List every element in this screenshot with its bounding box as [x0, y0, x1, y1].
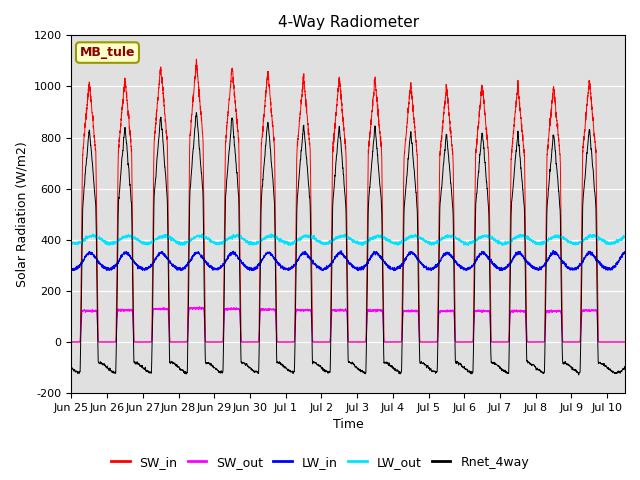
Rnet_4way	[68, 365, 76, 371]
LW_in	[541, 261, 549, 266]
SW_in	[527, 339, 535, 345]
SW_out	[527, 339, 535, 345]
Rnet_4way	[500, 368, 508, 373]
Rnet_4way	[527, 361, 535, 367]
Line: LW_out: LW_out	[72, 234, 625, 246]
LW_out	[399, 237, 406, 243]
Rnet_4way	[193, 110, 200, 116]
LW_out	[182, 240, 190, 246]
SW_out	[369, 307, 376, 312]
LW_in	[399, 262, 406, 268]
SW_in	[369, 103, 376, 109]
LW_out	[68, 239, 76, 244]
LW_in	[68, 265, 76, 271]
Line: SW_in: SW_in	[72, 59, 625, 342]
X-axis label: Time: Time	[333, 419, 364, 432]
SW_in	[500, 339, 508, 345]
Line: LW_in: LW_in	[72, 251, 625, 270]
Rnet_4way	[182, 371, 190, 377]
Y-axis label: Solar Radiation (W/m2): Solar Radiation (W/m2)	[15, 141, 28, 287]
LW_out	[527, 237, 535, 242]
Rnet_4way	[541, 307, 549, 312]
LW_in	[500, 265, 508, 271]
Text: MB_tule: MB_tule	[80, 46, 135, 59]
SW_out	[399, 324, 406, 330]
SW_in	[182, 339, 190, 345]
LW_out	[542, 239, 550, 244]
LW_out	[268, 231, 275, 237]
LW_in	[182, 263, 190, 268]
Line: Rnet_4way: Rnet_4way	[72, 113, 625, 375]
SW_out	[621, 339, 629, 345]
SW_out	[541, 319, 549, 324]
LW_out	[369, 236, 376, 242]
SW_in	[68, 339, 76, 345]
SW_in	[193, 56, 200, 62]
SW_out	[182, 339, 190, 345]
Legend: SW_in, SW_out, LW_in, LW_out, Rnet_4way: SW_in, SW_out, LW_in, LW_out, Rnet_4way	[106, 451, 534, 474]
LW_in	[69, 267, 77, 273]
LW_out	[500, 241, 508, 247]
LW_in	[621, 249, 629, 255]
Title: 4-Way Radiometer: 4-Way Radiometer	[278, 15, 419, 30]
Rnet_4way	[621, 367, 629, 372]
LW_out	[465, 243, 472, 249]
SW_in	[541, 264, 549, 269]
Line: SW_out: SW_out	[72, 307, 625, 342]
LW_in	[369, 251, 376, 256]
Rnet_4way	[369, 149, 376, 155]
SW_out	[68, 339, 76, 345]
Rnet_4way	[575, 372, 582, 378]
LW_in	[527, 264, 535, 270]
LW_out	[621, 233, 629, 239]
Rnet_4way	[399, 324, 406, 330]
SW_in	[399, 287, 406, 292]
SW_in	[621, 339, 629, 345]
SW_out	[500, 339, 508, 345]
LW_in	[549, 248, 557, 253]
SW_out	[196, 304, 204, 310]
